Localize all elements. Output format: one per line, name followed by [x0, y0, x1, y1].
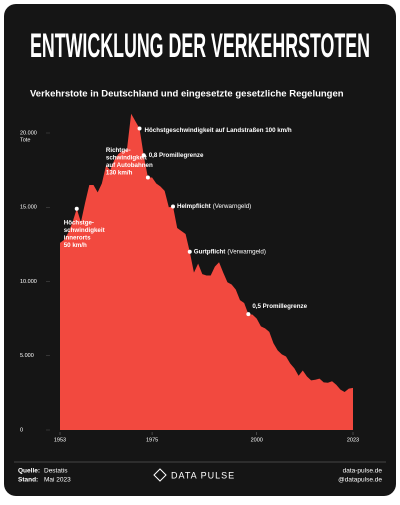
annotation-text: innerorts: [64, 234, 91, 241]
annotation-dot: [137, 126, 142, 131]
annotation-text: Richtge-: [106, 147, 131, 154]
chart-title: ENTWICKLUNG DER VERKEHRSTOTEN: [30, 27, 370, 65]
source: Destatis: [44, 468, 68, 475]
date-label: Stand:: [18, 477, 38, 484]
y-tick-label: 20.000: [20, 130, 37, 136]
annotation-text: 0,5 Promillegrenze: [252, 303, 307, 310]
annotation-note: (Verwarngeld): [213, 203, 252, 210]
handle: @datapulse.de: [338, 477, 382, 484]
x-tick-label: 1953: [54, 437, 66, 443]
source-label: Quelle:: [18, 468, 40, 475]
annotation-note: (Verwarngeld): [227, 248, 266, 255]
annotation-dot: [145, 175, 150, 180]
logo: DATA PULSE: [171, 470, 235, 480]
area: [60, 113, 353, 430]
annotation-dot: [74, 206, 79, 211]
annotation-dot: [141, 153, 146, 158]
annotation-text: 130 km/h: [106, 170, 133, 177]
annotation-text: Höchstgeschwindigkeit auf Landstraßen 10…: [145, 127, 292, 134]
logo-icon: [153, 468, 167, 482]
annotation-text: schwindigkeit: [106, 155, 147, 162]
y-axis-label: Tote: [20, 137, 30, 143]
y-tick-label: 15.000: [20, 205, 37, 211]
x-tick-label: 2000: [251, 437, 263, 443]
annotation-dot: [187, 249, 192, 254]
annotation-text: 0,8 Promillegrenze: [149, 152, 204, 159]
subtitle: Verkehrstote in Deutschland und eingeset…: [30, 89, 344, 100]
y-tick-label: 0: [20, 427, 23, 433]
annotation-text: schwindigkeit: [64, 227, 105, 234]
annotation-text: Gurtpflicht: [194, 248, 226, 255]
x-tick-label: 1975: [146, 437, 158, 443]
date: Mai 2023: [44, 477, 71, 484]
annotation-text: auf Autobahnen: [106, 162, 153, 169]
annotation-dot: [246, 312, 251, 317]
annotation-text: 50 km/h: [64, 242, 87, 249]
x-tick-label: 2023: [347, 437, 359, 443]
y-tick-label: 10.000: [20, 279, 37, 285]
annotation-dot: [171, 204, 176, 209]
site: data-pulse.de: [343, 468, 383, 475]
annotation-text: Helmpflicht: [177, 203, 211, 210]
annotation-text: Höchstge-: [64, 219, 94, 226]
y-tick-label: 5.000: [20, 353, 34, 359]
